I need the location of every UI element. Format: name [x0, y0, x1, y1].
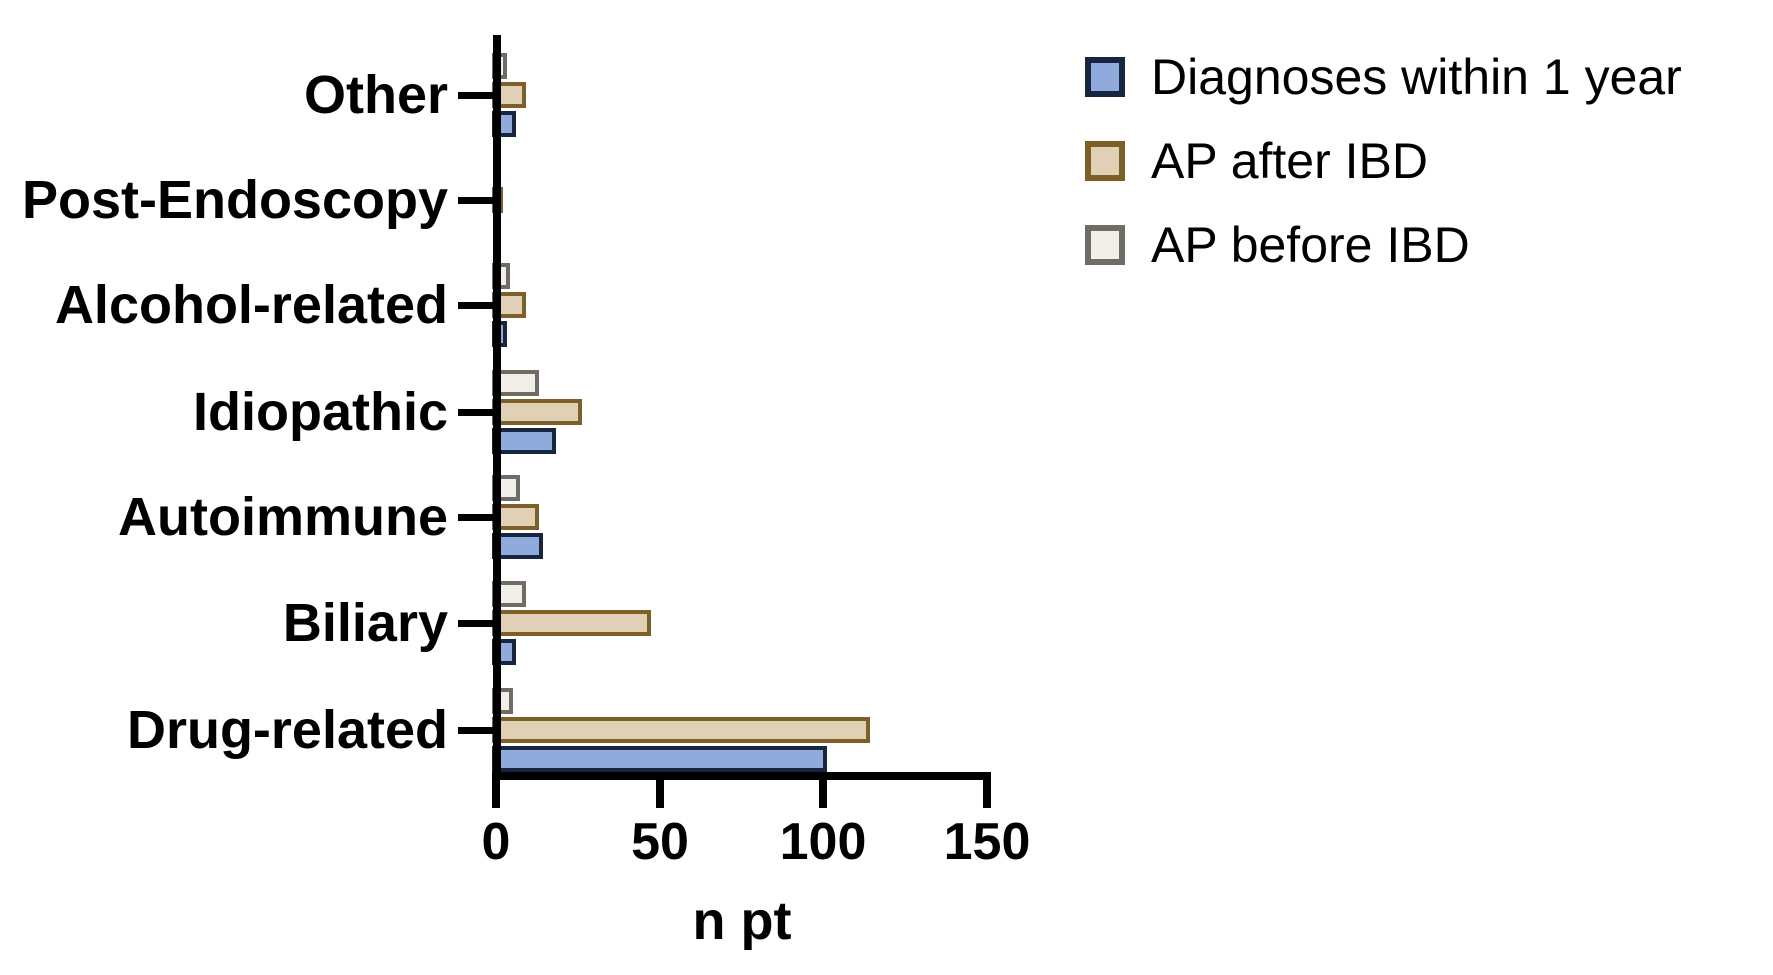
x-axis-tick-100	[819, 772, 827, 808]
category-label-autoimmune: Autoimmune	[118, 487, 448, 547]
legend-label: Diagnoses within 1 year	[1151, 49, 1682, 105]
legend-item-ap-before-ibd: AP before IBD	[1085, 220, 1682, 270]
x-tick-label-0: 0	[481, 813, 511, 871]
bar-ap-after-ibd-idiopathic	[492, 399, 582, 425]
y-axis-tick-autoimmune	[458, 514, 496, 521]
bar-ap-after-ibd-biliary	[492, 610, 651, 636]
legend-swatch-tan	[1085, 141, 1125, 181]
x-axis-tick-0	[492, 772, 500, 808]
bar-ap-after-ibd-drug-related	[492, 717, 870, 743]
x-axis-line	[492, 772, 991, 780]
y-axis-tick-alcohol-related	[458, 302, 496, 309]
legend-label: AP after IBD	[1151, 133, 1428, 189]
y-axis-tick-biliary	[458, 620, 496, 627]
category-label-other: Other	[303, 65, 448, 125]
category-label-alcohol-related: Alcohol-related	[54, 275, 448, 335]
y-axis-tick-drug-related	[458, 727, 496, 734]
bar-diagnoses-within-1-year-drug-related	[492, 746, 827, 772]
legend-swatch-blue	[1085, 57, 1125, 97]
legend-label: AP before IBD	[1151, 217, 1470, 273]
category-label-biliary: Biliary	[282, 593, 448, 653]
legend-swatch-gray	[1085, 225, 1125, 265]
legend-item-ap-after-ibd: AP after IBD	[1085, 136, 1682, 186]
category-label-post-endoscopy: Post-Endoscopy	[21, 170, 448, 230]
x-tick-label-50: 50	[631, 813, 689, 871]
y-axis-tick-other	[458, 92, 496, 99]
x-tick-label-100: 100	[779, 813, 867, 871]
x-axis-tick-50	[656, 772, 664, 808]
x-tick-label-150: 150	[943, 813, 1031, 871]
category-label-drug-related: Drug-related	[126, 700, 448, 760]
category-label-idiopathic: Idiopathic	[193, 382, 448, 442]
legend-item-diagnoses-within-1-year: Diagnoses within 1 year	[1085, 52, 1682, 102]
legend: Diagnoses within 1 year AP after IBD AP …	[1085, 52, 1682, 304]
y-axis-tick-idiopathic	[458, 409, 496, 416]
x-axis-title: n pt	[692, 891, 792, 951]
y-axis-line	[493, 35, 501, 780]
y-axis-tick-post-endoscopy	[458, 197, 496, 204]
x-axis-tick-150	[983, 772, 991, 808]
bar-diagnoses-within-1-year-idiopathic	[492, 428, 556, 454]
